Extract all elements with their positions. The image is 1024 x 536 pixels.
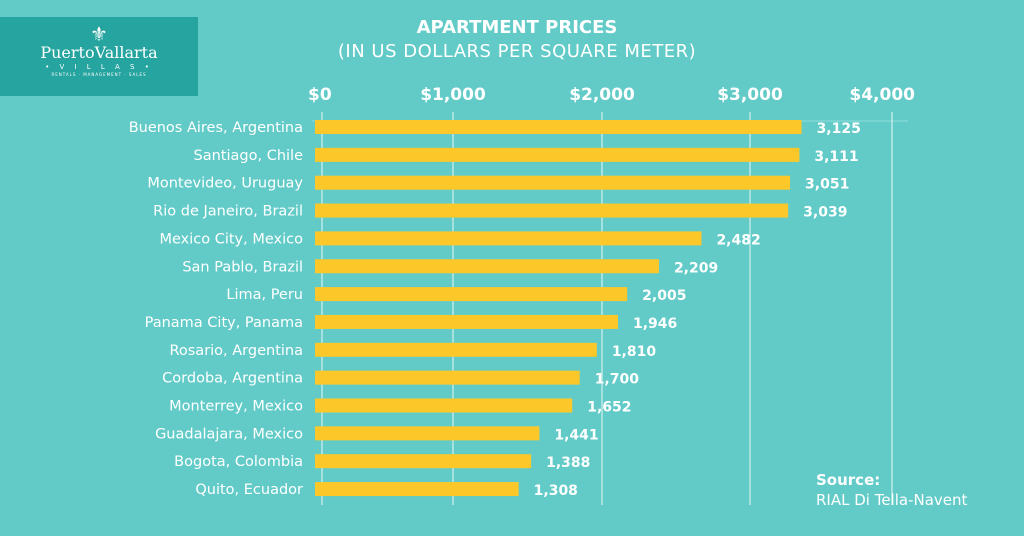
bar bbox=[315, 231, 702, 246]
source-note: Source: RIAL Di Tella-Navent bbox=[816, 470, 967, 510]
data-label: 1,652 bbox=[587, 400, 631, 416]
category-label: Quito, Ecuador bbox=[195, 482, 303, 498]
logo-sub: • V I L L A S • bbox=[45, 63, 153, 71]
bar bbox=[315, 259, 659, 274]
data-label: 1,441 bbox=[554, 427, 598, 443]
x-tick-label: $0 bbox=[308, 85, 332, 105]
data-label: 3,125 bbox=[817, 121, 861, 137]
category-label: Lima, Peru bbox=[226, 287, 303, 303]
chart-subtitle: (IN US DOLLARS PER SQUARE METER) bbox=[337, 41, 697, 62]
bar bbox=[315, 342, 597, 357]
data-label: 3,111 bbox=[814, 149, 858, 165]
bar bbox=[315, 120, 802, 134]
category-label: Panama City, Panama bbox=[145, 315, 303, 331]
category-label: Buenos Aires, Argentina bbox=[129, 120, 303, 136]
data-label: 1,700 bbox=[595, 372, 640, 388]
data-label: 2,482 bbox=[716, 232, 760, 248]
category-label: Montevideo, Uruguay bbox=[147, 176, 303, 192]
bar bbox=[315, 454, 532, 469]
source-text: RIAL Di Tella-Navent bbox=[816, 491, 968, 509]
category-label: Santiago, Chile bbox=[194, 148, 304, 164]
chart-title-block: APARTMENT PRICES (IN US DOLLARS PER SQUA… bbox=[10, 16, 1024, 64]
x-tick-label: $4,000 bbox=[849, 85, 915, 105]
fleur-de-lis-icon: ⚜ bbox=[90, 22, 108, 46]
category-label: Rio de Janeiro, Brazil bbox=[153, 204, 303, 220]
logo-name: PuertoVallarta bbox=[40, 43, 158, 62]
bar bbox=[315, 175, 791, 190]
category-label: Mexico City, Mexico bbox=[159, 231, 303, 247]
data-label: 2,005 bbox=[642, 288, 686, 304]
data-label: 1,308 bbox=[534, 483, 578, 499]
logo: ⚜ PuertoVallarta • V I L L A S • RENTALS… bbox=[0, 17, 198, 96]
category-label: Rosario, Argentina bbox=[169, 343, 303, 359]
data-label: 3,039 bbox=[803, 205, 847, 221]
bar bbox=[315, 314, 618, 329]
data-label: 1,810 bbox=[612, 344, 657, 360]
category-label: San Pablo, Brazil bbox=[182, 259, 303, 275]
category-label: Monterrey, Mexico bbox=[169, 399, 303, 415]
bar bbox=[315, 482, 519, 497]
x-tick-label: $1,000 bbox=[420, 85, 486, 105]
chart-title: APARTMENT PRICES bbox=[416, 17, 618, 38]
x-tick-label: $2,000 bbox=[569, 85, 635, 105]
category-label: Guadalajara, Mexico bbox=[155, 426, 303, 442]
bar bbox=[315, 426, 540, 441]
logo-tagline: RENTALS · MANAGEMENT · SALES bbox=[51, 72, 147, 77]
bar bbox=[315, 147, 800, 162]
bar bbox=[315, 203, 789, 218]
bar bbox=[315, 370, 580, 385]
source-label: Source: bbox=[816, 471, 881, 489]
data-label: 3,051 bbox=[805, 177, 849, 193]
x-tick-label: $3,000 bbox=[717, 85, 783, 105]
data-label: 1,946 bbox=[633, 316, 677, 332]
bar bbox=[315, 398, 573, 413]
data-label: 2,209 bbox=[674, 260, 718, 276]
data-label: 1,388 bbox=[546, 455, 590, 471]
category-label: Bogota, Colombia bbox=[174, 454, 303, 470]
bar bbox=[315, 287, 628, 302]
category-label: Cordoba, Argentina bbox=[162, 371, 303, 387]
